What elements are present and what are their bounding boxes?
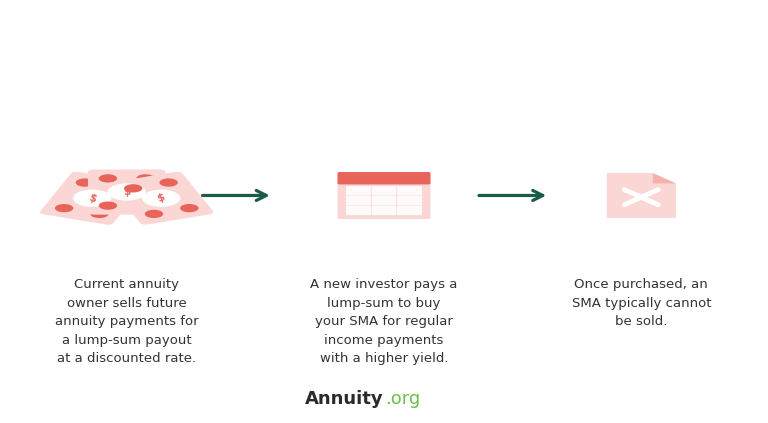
FancyBboxPatch shape: [397, 206, 422, 215]
Text: Secondary Market Annuity Process: Secondary Market Annuity Process: [84, 25, 684, 54]
Text: Once purchased, an
SMA typically cannot
be sold.: Once purchased, an SMA typically cannot …: [571, 278, 711, 328]
FancyBboxPatch shape: [397, 196, 422, 205]
Text: .org: .org: [386, 390, 421, 408]
Circle shape: [142, 190, 180, 207]
Text: Current annuity
owner sells future
annuity payments for
a lump-sum payout
at a d: Current annuity owner sells future annui…: [55, 278, 199, 365]
Circle shape: [124, 184, 142, 192]
Text: $: $: [123, 187, 131, 197]
FancyBboxPatch shape: [346, 206, 371, 215]
Circle shape: [144, 210, 163, 218]
Text: Annuity: Annuity: [306, 390, 384, 408]
FancyBboxPatch shape: [338, 172, 430, 184]
Text: $: $: [87, 192, 98, 204]
Circle shape: [160, 179, 178, 187]
Circle shape: [73, 190, 111, 207]
Text: A new investor pays a
lump-sum to buy
your SMA for regular
income payments
with : A new investor pays a lump-sum to buy yo…: [310, 278, 458, 365]
FancyBboxPatch shape: [372, 186, 396, 195]
Circle shape: [180, 204, 199, 212]
FancyBboxPatch shape: [397, 186, 422, 195]
Circle shape: [108, 184, 146, 201]
Polygon shape: [607, 173, 676, 218]
FancyBboxPatch shape: [372, 206, 396, 215]
FancyBboxPatch shape: [109, 172, 214, 225]
Circle shape: [75, 179, 94, 187]
Circle shape: [111, 184, 130, 192]
FancyBboxPatch shape: [88, 170, 166, 214]
Text: $: $: [156, 192, 167, 204]
FancyBboxPatch shape: [338, 172, 430, 219]
Circle shape: [91, 210, 109, 218]
Circle shape: [98, 174, 117, 183]
Polygon shape: [653, 173, 676, 184]
Circle shape: [55, 204, 73, 212]
Circle shape: [98, 201, 117, 210]
Circle shape: [137, 174, 155, 183]
FancyBboxPatch shape: [372, 196, 396, 205]
FancyBboxPatch shape: [346, 186, 371, 195]
FancyBboxPatch shape: [346, 196, 371, 205]
FancyBboxPatch shape: [40, 172, 144, 225]
Circle shape: [137, 201, 155, 210]
